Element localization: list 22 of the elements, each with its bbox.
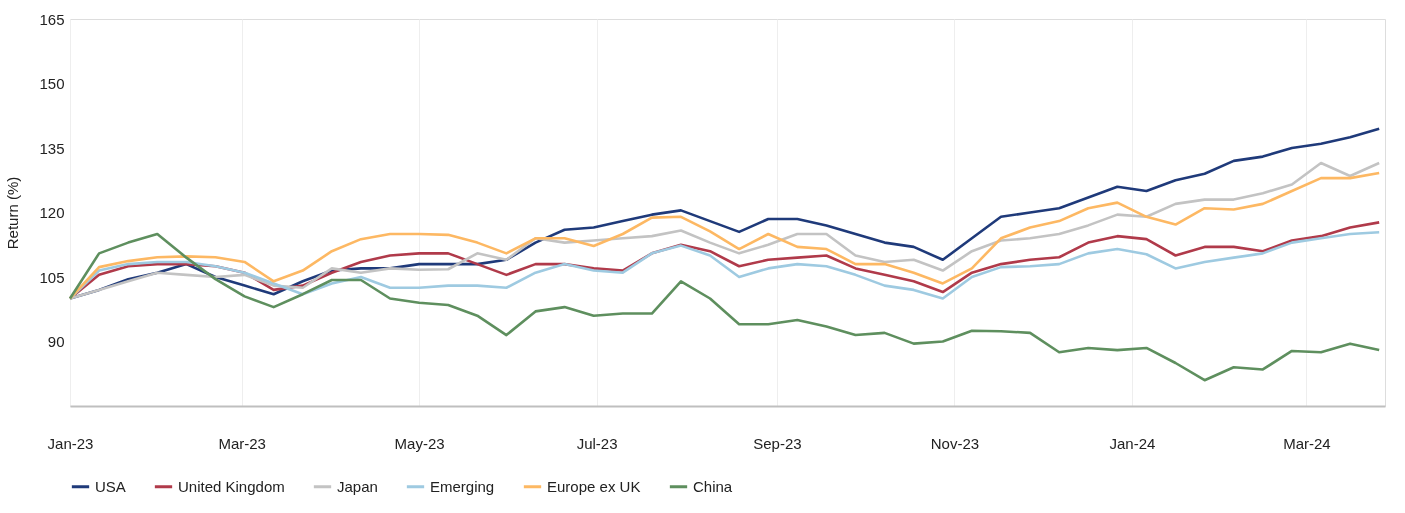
x-tick-label: Jan-23 bbox=[47, 434, 94, 452]
x-tick-label: Jan-24 bbox=[1109, 434, 1156, 452]
y-axis-title: Return (%) bbox=[4, 176, 22, 250]
legend-label: China bbox=[693, 477, 733, 495]
x-tick-label: Sep-23 bbox=[753, 434, 802, 452]
y-tick-label: 105 bbox=[39, 268, 65, 286]
x-tick-label: May-23 bbox=[394, 434, 445, 452]
legend-label: Japan bbox=[337, 477, 378, 495]
y-tick-label: 90 bbox=[47, 333, 65, 350]
legend-label: Emerging bbox=[430, 477, 495, 495]
line-series bbox=[68, 232, 1381, 382]
legend-label: United Kingdom bbox=[178, 477, 285, 495]
legend-label: Europe ex UK bbox=[547, 477, 641, 495]
legend-label: USA bbox=[95, 477, 126, 495]
x-tick-label: Mar-23 bbox=[218, 434, 266, 452]
x-tick-label: Mar-24 bbox=[1283, 434, 1331, 452]
x-tick-label: Nov-23 bbox=[930, 434, 980, 452]
y-tick-label: 135 bbox=[39, 139, 65, 157]
y-tick-label: 165 bbox=[39, 10, 65, 28]
y-tick-label: 150 bbox=[39, 75, 65, 92]
y-tick-label: 120 bbox=[39, 204, 65, 221]
x-tick-label: Jul-23 bbox=[576, 434, 618, 452]
